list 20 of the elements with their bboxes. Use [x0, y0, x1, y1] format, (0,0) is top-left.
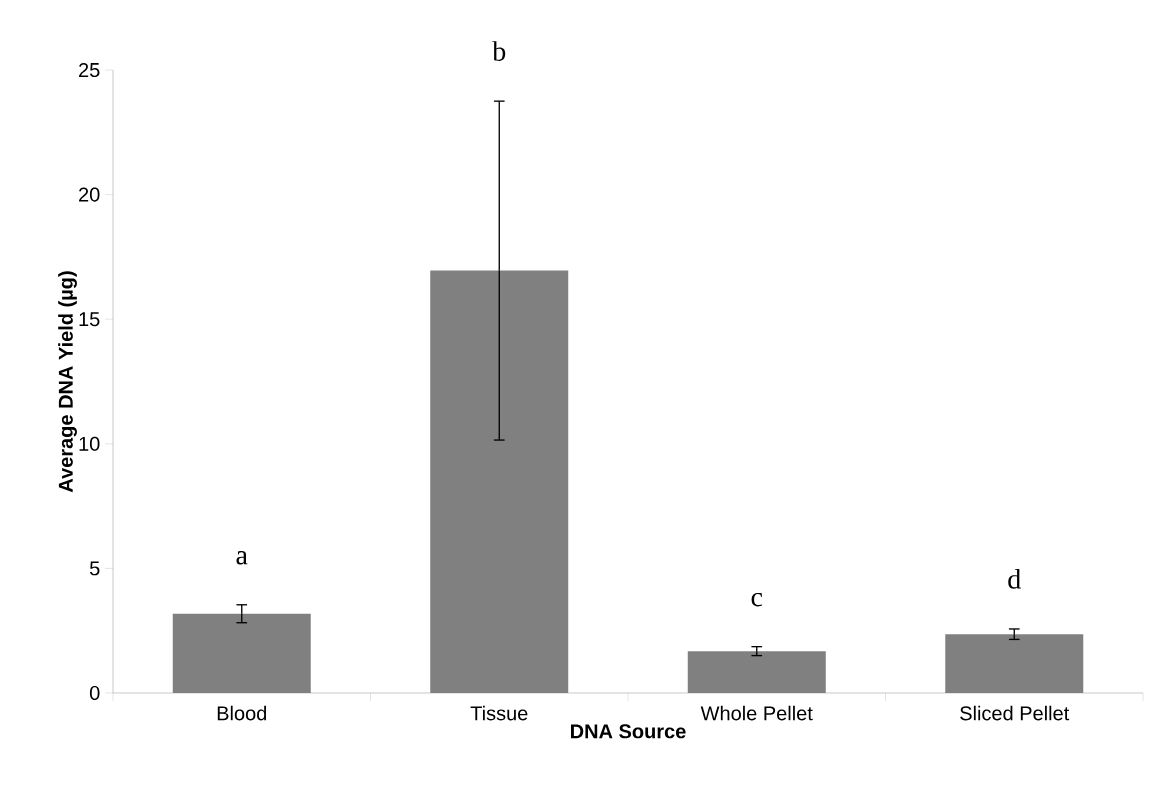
x-tick-label: Whole Pellet [700, 705, 813, 721]
y-tick-label: 5 [89, 561, 100, 576]
y-tick-label: 10 [79, 436, 100, 451]
x-tick-label: Tissue [470, 705, 528, 721]
x-axis-title: DNA Source [571, 724, 686, 739]
y-tick-label: 15 [79, 312, 100, 327]
x-tick-label: Sliced Pellet [960, 705, 1070, 721]
y-tick-label: 25 [79, 62, 100, 78]
y-axis-title: Average DNA Yield (µg) [58, 271, 77, 493]
y-tick-label: 0 [89, 685, 100, 701]
bar [945, 634, 1084, 693]
x-tick-label: Blood [217, 705, 267, 721]
bar [687, 651, 826, 693]
bar [172, 613, 311, 693]
bar [430, 270, 569, 693]
annotation: c [751, 592, 763, 607]
annotation: d [1008, 568, 1021, 589]
y-tick-label: 20 [79, 187, 100, 202]
text: b [492, 41, 506, 61]
annotation: a [236, 551, 248, 565]
